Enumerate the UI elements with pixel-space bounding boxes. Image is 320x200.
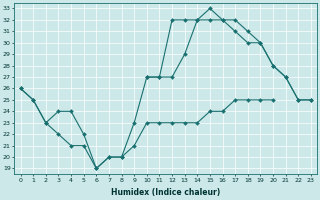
X-axis label: Humidex (Indice chaleur): Humidex (Indice chaleur) — [111, 188, 220, 197]
